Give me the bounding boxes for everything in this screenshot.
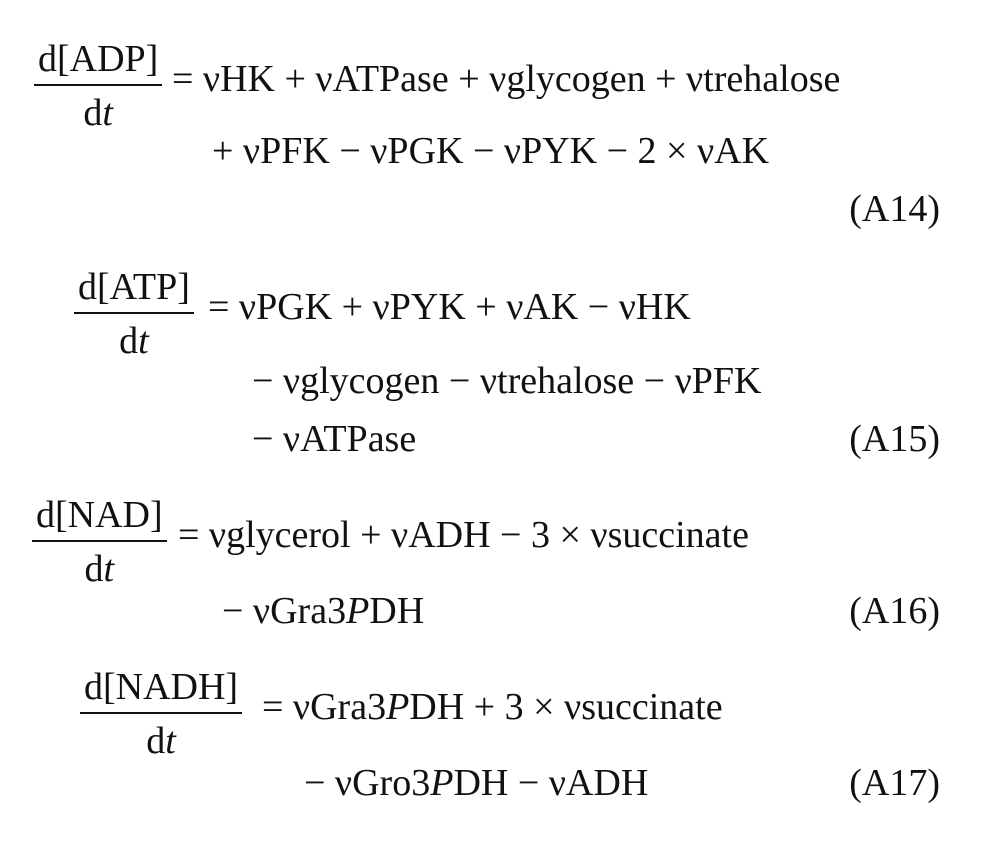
fraction-bar [80,712,243,714]
eq-a17-line-1: = νGra3PDH + 3 × νsuccinate [262,686,723,728]
eq-a14-line-2: + νPFK − νPGK − νPYK − 2 × νAK [212,130,770,172]
eq-a14-fraction: d[ADP] dt [34,38,163,134]
eq-a17-line-2: − νGro3PDH − νADH [304,762,649,804]
eq-a14-tag: (A14) [849,188,940,230]
eq-a14-numerator: d[ADP] [38,38,159,80]
eq-a16-line-2: − νGra3PDH [222,590,425,632]
eq-a16-fraction: d[NAD] dt [32,496,167,588]
eq-a16-denominator: dt [84,548,115,590]
eq-a17-numerator: d[NADH] [84,666,239,708]
eq-a17-tag: (A17) [849,762,940,804]
eq-a14-line-1: = νHK + νATPase + νglycogen + νtrehalose [172,58,841,100]
fraction-bar [74,312,194,314]
eq-a16-tag: (A16) [849,590,940,632]
eq-a15-tag: (A15) [849,418,940,460]
eq-a15-line-2: − νglycogen − νtrehalose − νPFK [252,360,762,402]
fraction-bar [34,84,163,86]
eq-a17-fraction: d[NADH] dt [80,666,243,762]
eq-a15-numerator: d[ATP] [78,266,190,308]
eq-a15-line-3: − νATPase [252,418,417,460]
eq-a16-numerator: d[NAD] [36,494,163,536]
eq-a16-line-1: = νglycerol + νADH − 3 × νsuccinate [178,514,749,556]
eq-a15-line-1: = νPGK + νPYK + νAK − νHK [208,286,691,328]
eq-a14-denominator: dt [83,92,113,134]
eq-a15-fraction: d[ATP] dt [74,268,194,360]
eq-a17-denominator: dt [146,720,176,762]
eq-a15-denominator: dt [119,320,149,362]
fraction-bar [32,540,167,542]
